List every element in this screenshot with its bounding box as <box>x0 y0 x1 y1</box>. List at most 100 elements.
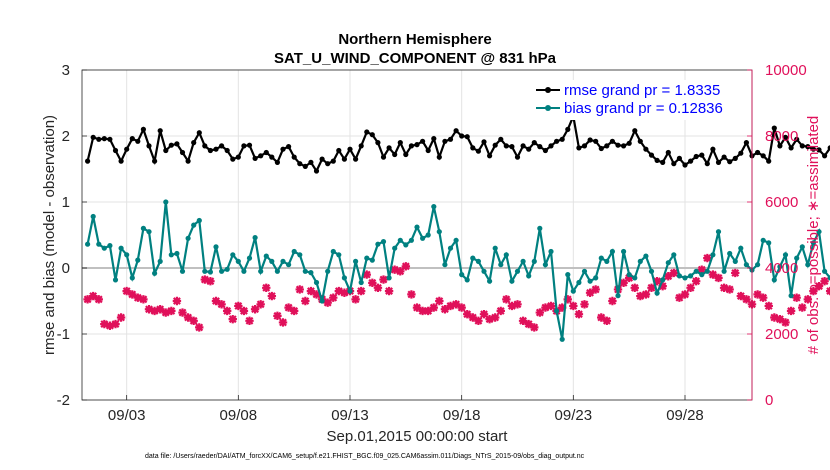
obs-assimilated-mark-127 <box>792 293 801 302</box>
obs-assimilated-mark-129 <box>803 295 813 304</box>
obs-assimilated-mark-26 <box>228 314 237 324</box>
rmse-point-125 <box>782 134 789 140</box>
bias-point-120 <box>755 262 761 268</box>
bias-point-99 <box>637 258 643 264</box>
y-tick-label-2: 0 <box>62 260 70 277</box>
bias-point-18 <box>185 235 191 241</box>
obs-assimilated-mark-126 <box>786 306 796 316</box>
bias-point-58 <box>408 237 414 243</box>
right-axis-ticks: 0 2000 4000 6000 8000 10000 <box>747 62 807 409</box>
rmse-point-53 <box>380 154 387 160</box>
bias-point-19 <box>191 222 197 228</box>
rmse-point-49 <box>358 143 364 149</box>
rmse-point-6 <box>118 158 124 164</box>
bias-point-92 <box>598 255 604 261</box>
bias-point-71 <box>481 268 487 274</box>
bias-point-87 <box>570 288 576 294</box>
rmse-point-34 <box>274 159 280 165</box>
obs-assimilated-mark-44 <box>329 293 338 302</box>
obs-assimilated-mark-80 <box>530 323 539 332</box>
obs-assimilated-mark-38 <box>295 285 304 294</box>
rmse-line <box>86 112 830 174</box>
obs-assimilated-mark-23 <box>211 296 221 306</box>
bias-point-45 <box>336 252 342 258</box>
obs-assimilated-mark-4 <box>105 321 115 330</box>
bias-point-124 <box>777 264 783 270</box>
bias-point-14 <box>163 199 169 205</box>
obs-assimilated-mark-61 <box>423 306 433 316</box>
obs-assimilated-mark-87 <box>569 301 578 311</box>
rmse-point-44 <box>330 158 336 164</box>
rmse-point-95 <box>615 142 621 148</box>
obs-assimilated-mark-100 <box>641 290 651 299</box>
rmse-point-24 <box>219 143 225 149</box>
bias-point-75 <box>503 252 509 258</box>
bias-point-74 <box>498 262 504 268</box>
obs-assimilated-mark-33 <box>267 291 277 301</box>
bias-point-20 <box>196 217 202 224</box>
bias-point-129 <box>805 262 811 268</box>
bias-point-126 <box>788 293 794 299</box>
obs-assimilated-mark-54 <box>384 286 394 296</box>
bias-point-108 <box>688 273 694 279</box>
y2-tick-label-1: 2000 <box>765 326 798 343</box>
rmse-point-73 <box>492 142 498 148</box>
obs-assimilated-mark-118 <box>742 295 751 304</box>
bias-point-36 <box>286 262 292 268</box>
y-tick-label-1: -1 <box>57 326 70 343</box>
rmse-point-26 <box>230 156 236 162</box>
x-tick-label-0: 09/03 <box>108 407 146 424</box>
bias-point-2 <box>96 241 102 247</box>
bias-point-115 <box>727 250 733 257</box>
bias-point-98 <box>632 275 638 281</box>
rmse-point-61 <box>425 147 431 154</box>
y-axis-label: rmse and bias (model - observation) <box>41 115 58 355</box>
bias-point-43 <box>325 268 331 274</box>
rmse-point-68 <box>464 134 470 140</box>
rmse-point-66 <box>453 128 459 134</box>
rmse-point-106 <box>676 155 683 161</box>
obs-assimilated-mark-19 <box>189 316 198 325</box>
bias-point-127 <box>794 255 800 261</box>
obs-assimilated-mark-10 <box>139 295 148 304</box>
legend-bias-label: bias grand pr = 0.12836 <box>564 100 723 117</box>
obs-assimilated-mark-28 <box>239 306 249 316</box>
obs-assimilated-mark-69 <box>468 313 478 322</box>
bias-point-66 <box>453 237 459 243</box>
rmse-point-51 <box>369 132 375 138</box>
bias-point-29 <box>246 255 253 261</box>
obs-assimilated-mark-14 <box>161 308 170 317</box>
rmse-point-16 <box>174 141 180 147</box>
rmse-point-96 <box>621 143 627 149</box>
obs-assimilated-mark-17 <box>178 308 187 317</box>
rmse-point-94 <box>609 138 616 144</box>
footnote: data file: /Users/raeder/DAI/ATM_forcXX/… <box>145 453 585 460</box>
bias-point-104 <box>665 260 671 266</box>
obs-assimilated-mark-39 <box>301 296 310 306</box>
rmse-point-113 <box>715 159 722 165</box>
bias-point-54 <box>386 275 392 281</box>
obs-assimilated-mark-76 <box>507 301 517 311</box>
rmse-point-27 <box>235 154 241 160</box>
bias-point-109 <box>693 268 699 274</box>
rmse-point-114 <box>721 154 727 160</box>
rmse-point-78 <box>520 143 526 149</box>
bias-point-4 <box>107 243 113 249</box>
bias-point-37 <box>291 248 297 255</box>
rmse-point-19 <box>191 140 197 146</box>
rmse-point-0 <box>85 158 91 164</box>
rmse-point-123 <box>771 125 777 131</box>
bias-point-12 <box>152 270 158 276</box>
rmse-point-9 <box>135 138 141 144</box>
bias-point-116 <box>732 258 738 264</box>
bias-point-34 <box>274 268 280 274</box>
bias-point-41 <box>313 279 320 286</box>
rmse-point-99 <box>637 138 643 144</box>
plot-area <box>82 70 752 400</box>
x-tick-label-4: 09/23 <box>555 407 593 424</box>
obs-assimilated-mark-103 <box>658 281 667 291</box>
obs-assimilated-mark-122 <box>764 301 773 311</box>
rmse-point-29 <box>246 142 253 148</box>
rmse-point-10 <box>140 126 146 132</box>
rmse-point-45 <box>336 147 342 154</box>
